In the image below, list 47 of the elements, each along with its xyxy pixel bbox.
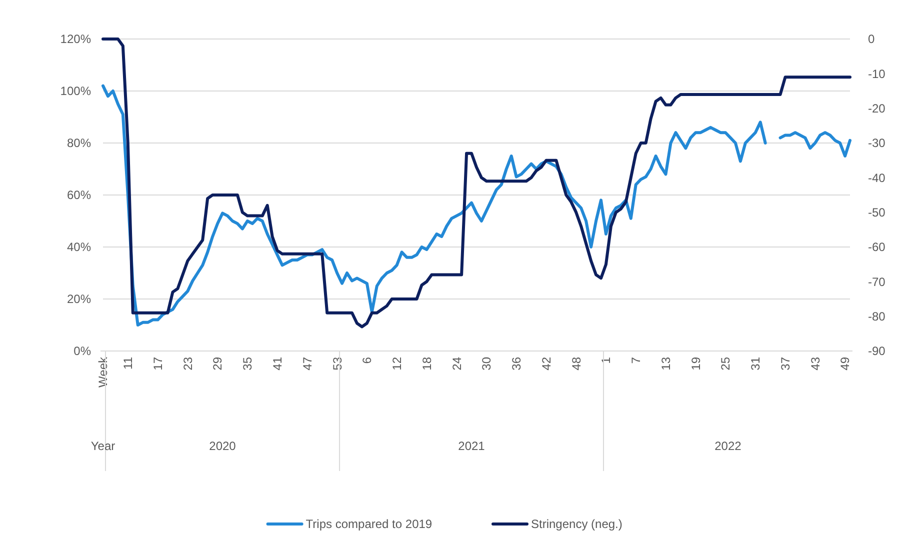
y2-tick-label: -20 <box>868 102 886 116</box>
x-tick-label: 7 <box>629 356 644 364</box>
y2-tick-label: 0 <box>868 32 875 46</box>
x-tick-label: 19 <box>688 356 703 370</box>
y2-tick-label: -80 <box>868 310 886 324</box>
x-tick-label: 29 <box>210 356 225 370</box>
text: 2020 <box>209 439 236 454</box>
x-tick-label: 35 <box>240 356 255 370</box>
y-tick-label: 60% <box>66 188 92 202</box>
y2-tick-label: -90 <box>868 344 886 358</box>
x-tick-label: 13 <box>658 356 673 370</box>
y-tick-label: 0% <box>74 344 92 358</box>
y2-tick-label: -40 <box>868 170 886 185</box>
x-tick-label: 17 <box>150 356 165 370</box>
x-tick-label: 43 <box>808 356 822 370</box>
line-series <box>102 38 852 328</box>
x-tick-label: 36 <box>510 356 524 370</box>
text: Year <box>90 439 116 454</box>
text: 2022 <box>714 439 742 454</box>
y-tick-label: 80% <box>66 136 92 150</box>
legend-label: Trips compared to 2019 <box>306 517 432 532</box>
x-tick-label: 25 <box>718 356 733 370</box>
x-tick-label: 41 <box>270 356 284 370</box>
legend-label: Stringency (neg.) <box>531 517 622 532</box>
x-tick-label: 47 <box>300 356 314 370</box>
x-tick-label: 18 <box>420 356 434 370</box>
x-tick-label: 23 <box>180 356 195 370</box>
y2-tick-label: -60 <box>868 240 886 254</box>
x-tick-label: 24 <box>450 356 464 370</box>
y2-tick-label: -30 <box>868 136 886 150</box>
y2-tick-label: -50 <box>868 206 886 220</box>
x-tick-label: 12 <box>390 356 404 370</box>
x-tick-label: 49 <box>838 356 852 370</box>
y2-tick-label: -70 <box>868 274 886 289</box>
x-tick-label: 6 <box>360 356 374 364</box>
x-tick-label: 37 <box>778 356 792 370</box>
y-tick-label: 100% <box>60 84 92 98</box>
text: 2021 <box>458 439 486 454</box>
x-tick-label: 48 <box>569 356 584 370</box>
y-tick-label: 40% <box>66 240 92 254</box>
x-tick-label: 42 <box>539 356 554 370</box>
x-tick-label: 31 <box>748 356 763 370</box>
x-tick-label: 30 <box>480 356 494 370</box>
x-tick-label: 11 <box>121 356 136 370</box>
y2-tick-label: -10 <box>868 66 886 81</box>
y-tick-label: 120% <box>60 32 92 46</box>
y-tick-label: 20% <box>66 292 92 306</box>
